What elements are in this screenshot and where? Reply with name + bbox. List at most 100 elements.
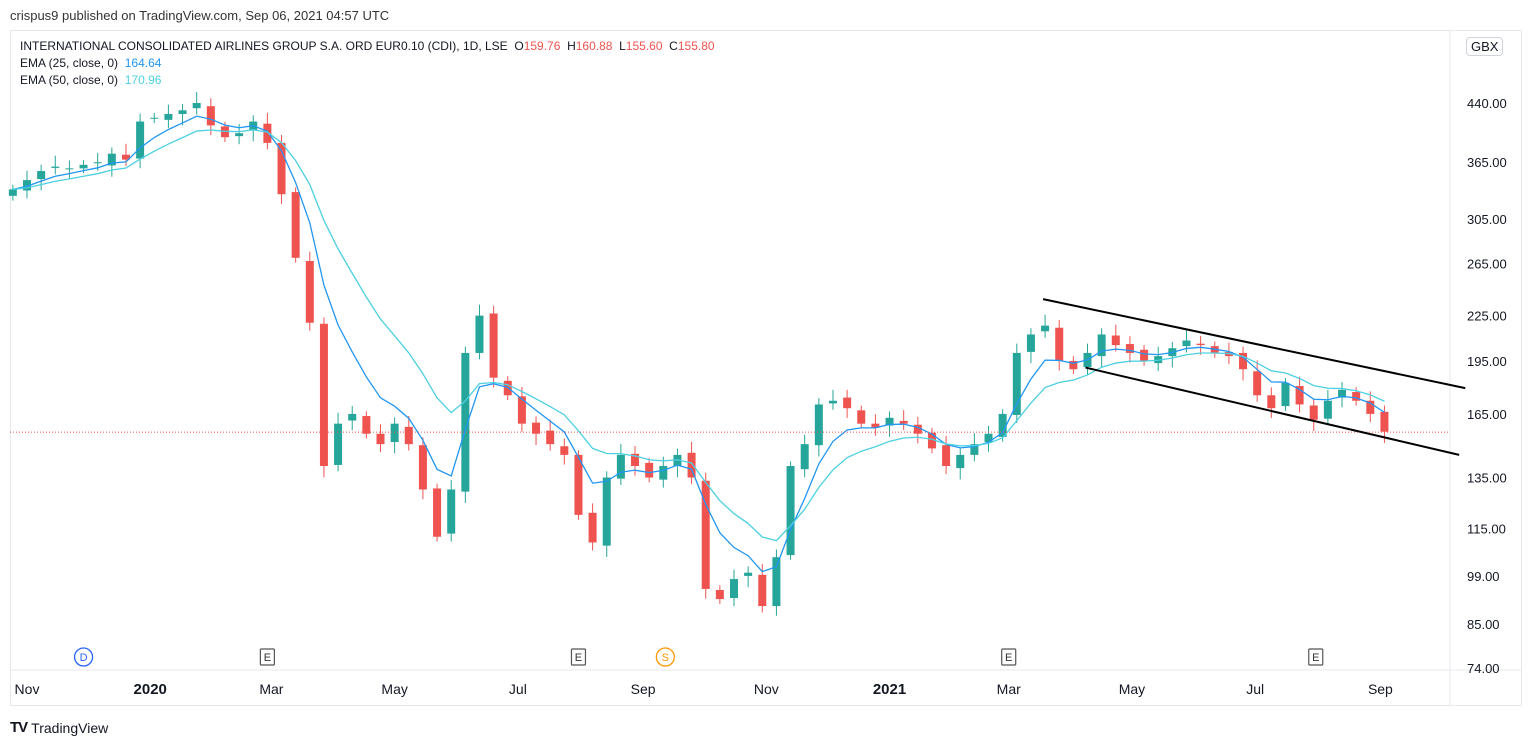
event-marker-E[interactable]: E [570,648,587,666]
event-letter: E [1005,652,1012,664]
candle-body [730,579,738,599]
candle-body [121,154,130,160]
currency-badge[interactable]: GBX [1466,37,1504,56]
candle [800,434,809,478]
close-value: 155.80 [677,39,715,53]
candle-body [984,433,993,443]
event-marker-D[interactable]: D [73,647,94,667]
candle-body [1281,382,1290,407]
candle-body [800,444,809,470]
x-tick-label: May [1119,681,1145,697]
ema50-value: 170.96 [124,73,162,87]
candle-body [588,512,597,543]
x-tick-label: Sep [1368,681,1393,697]
candle-body [602,477,611,546]
candle [871,414,880,436]
publish-caption: crispus9 published on TradingView.com, S… [10,8,390,23]
candle-body [51,166,60,168]
y-tick-label: 225.00 [1467,309,1507,324]
candle [37,164,46,191]
event-marker-E[interactable]: E [1308,648,1324,666]
candle-body [107,153,116,166]
candle [489,305,498,388]
ema50-row[interactable]: EMA (50, close, 0) 170.96 [20,72,715,89]
candle-body [1182,340,1191,347]
candle-body [744,572,753,576]
candle [1125,336,1134,363]
candle-body [645,462,654,478]
candle-body [1352,392,1361,401]
event-letter: S [662,652,669,664]
candle [814,398,823,457]
event-marker-E[interactable]: E [259,648,275,666]
candle-body [376,433,385,445]
earnings-icon [259,648,275,666]
candle-body [927,432,936,449]
dividend-icon [73,647,94,667]
candle-body [828,400,837,404]
candle [1338,382,1347,408]
candle-body [574,454,583,515]
candle [178,104,187,126]
candle-body [701,480,710,589]
candle-body [1338,389,1347,398]
candle [645,458,654,483]
candle [319,317,328,478]
earnings-icon [1308,648,1324,666]
candle [1295,376,1304,413]
y-tick-label: 165.00 [1467,407,1507,422]
event-marker-E[interactable]: E [1001,648,1017,666]
event-letter: D [80,652,88,664]
candle-body [1267,395,1276,409]
candle-body [970,444,979,455]
event-marker-S[interactable]: S [655,647,675,667]
candle [461,346,470,503]
candle-body [885,417,894,426]
close-label: C [669,39,678,53]
candle-body [913,424,922,434]
candle [984,425,993,452]
candle [51,155,60,175]
candle [857,405,866,429]
candle-body [956,454,965,469]
candle [588,503,597,551]
event-letter: E [575,652,582,664]
candle-body [631,453,640,467]
candle [659,456,668,488]
candle [249,115,258,142]
channel-trendline[interactable] [1042,298,1466,390]
ema25-row[interactable]: EMA (25, close, 0) 164.64 [20,55,715,72]
candle-body [65,168,74,170]
x-tick-label: Nov [15,681,40,697]
candle-body [1253,371,1262,396]
candle-body [1295,386,1304,405]
candle-body [1366,400,1375,414]
event-letter: E [1312,652,1319,664]
y-tick-label: 115.00 [1467,521,1506,536]
channel-trendline[interactable] [1085,366,1460,456]
x-tick-label: Jul [1246,681,1264,697]
candle [376,424,385,453]
candle [1012,343,1021,424]
candle-body [786,466,795,556]
candle [404,415,413,451]
candle [616,443,625,485]
candle-body [192,103,201,109]
high-label: H [567,39,576,53]
candle [517,386,526,432]
candle [277,135,286,204]
candle [107,147,116,177]
candle [447,480,456,542]
candle [206,98,215,136]
candle-body [843,397,852,409]
candle-body [206,106,215,126]
footer-brand: TradingView [31,719,109,736]
candle [1026,328,1035,364]
candle [772,549,781,616]
candle [1281,378,1290,411]
candle-body [942,445,951,467]
candle [1055,319,1064,371]
y-tick-label: 99.00 [1467,569,1500,584]
candle [602,471,611,557]
